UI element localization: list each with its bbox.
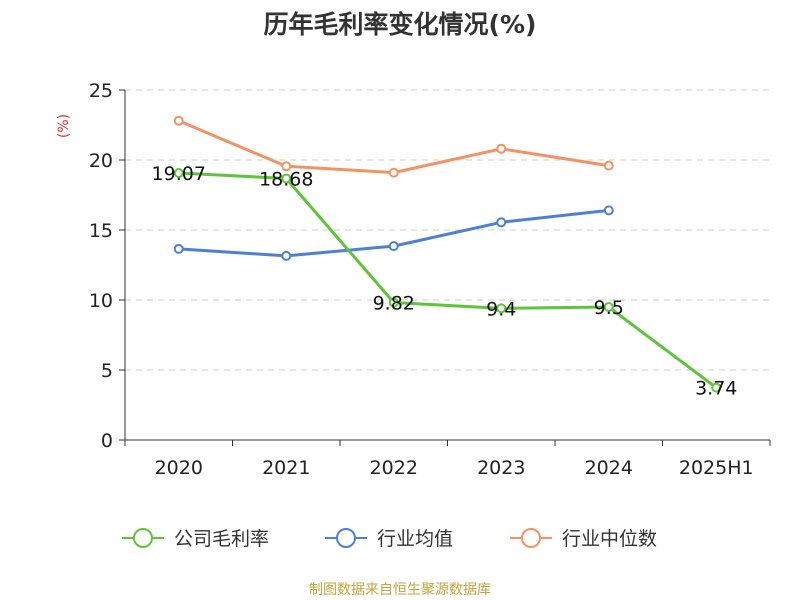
axes	[119, 89, 771, 446]
data-point[interactable]	[603, 160, 614, 171]
series-line	[178, 171, 718, 389]
legend-item[interactable]: 行业均值	[325, 528, 453, 550]
data-label: 9.82	[373, 293, 415, 315]
data-point[interactable]	[388, 297, 399, 308]
data-point[interactable]	[496, 303, 507, 314]
data-point[interactable]	[281, 173, 292, 184]
data-point[interactable]	[496, 217, 507, 228]
x-tick-label: 2023	[477, 457, 525, 479]
data-label: 9.4	[486, 298, 516, 320]
data-point[interactable]	[173, 243, 184, 254]
data-point[interactable]	[388, 167, 399, 178]
legend-marker	[521, 528, 541, 548]
data-point[interactable]	[281, 250, 292, 261]
y-axis-ticks: 0 5 10 15 20 25	[89, 80, 113, 452]
legend-marker	[336, 528, 356, 548]
data-label: 9.5	[594, 297, 624, 319]
series-line	[178, 119, 609, 175]
x-axis-ticks: 2020 2021 2022 2023 2024 2025H1	[155, 457, 754, 479]
legend-item[interactable]: 公司毛利率	[122, 528, 269, 550]
y-tick-label: 5	[101, 360, 113, 382]
x-tick-label: 2020	[155, 457, 203, 479]
legend-marker	[133, 528, 153, 548]
chart-title: 历年毛利率变化情况(%)	[264, 10, 537, 39]
legend-label: 行业中位数	[562, 528, 657, 550]
legend-label: 公司毛利率	[174, 528, 269, 550]
data-point[interactable]	[496, 143, 507, 154]
y-tick-label: 0	[101, 430, 113, 452]
data-labels: 19.07 18.68 9.82 9.4 9.5 3.74	[152, 163, 738, 400]
data-label: 3.74	[695, 378, 737, 400]
y-tick-label: 20	[89, 150, 113, 172]
source-note: 制图数据来自恒生聚源数据库	[309, 582, 491, 598]
y-tick-label: 10	[89, 290, 113, 312]
data-point[interactable]	[173, 168, 184, 179]
data-label: 18.68	[259, 168, 313, 190]
legend-item[interactable]: 行业中位数	[510, 528, 657, 550]
grid-lines	[125, 89, 770, 371]
legend-label: 行业均值	[377, 528, 453, 550]
x-tick-label: 2021	[262, 457, 310, 479]
x-tick-label: 2022	[370, 457, 418, 479]
y-axis-unit-label: (%)	[56, 114, 72, 138]
data-label: 19.07	[152, 163, 206, 185]
data-point[interactable]	[281, 161, 292, 172]
data-point[interactable]	[173, 115, 184, 126]
legend[interactable]: 公司毛利率 行业均值 行业中位数	[122, 528, 657, 550]
x-tick-label: 2024	[585, 457, 633, 479]
series-group	[173, 115, 722, 393]
y-tick-label: 15	[89, 220, 113, 242]
data-point[interactable]	[603, 302, 614, 312]
y-tick-label: 25	[89, 80, 113, 102]
data-point[interactable]	[388, 241, 399, 252]
data-point[interactable]	[603, 205, 614, 216]
x-tick-label: 2025H1	[679, 457, 754, 479]
data-point[interactable]	[711, 382, 722, 393]
